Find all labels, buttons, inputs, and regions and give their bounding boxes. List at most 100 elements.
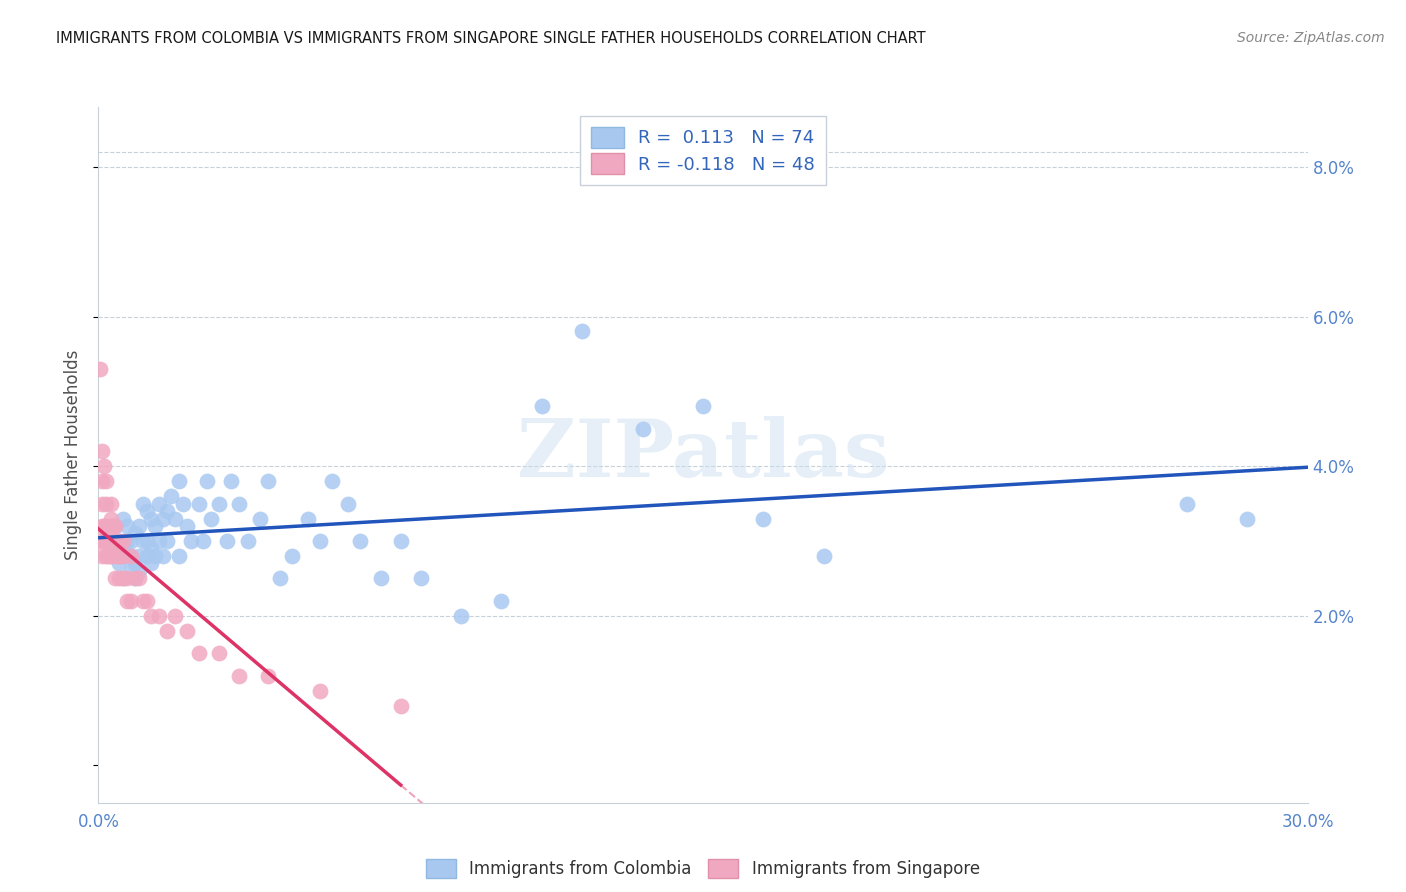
Point — [148, 533, 170, 548]
Point — [309, 533, 332, 548]
Point — [89, 362, 111, 376]
Point — [172, 497, 194, 511]
Point — [571, 325, 593, 339]
Point — [389, 533, 412, 548]
Point — [135, 594, 157, 608]
Point — [101, 533, 124, 548]
Point — [450, 608, 472, 623]
Point — [148, 497, 170, 511]
Point — [156, 504, 179, 518]
Point — [176, 624, 198, 638]
Point — [491, 594, 513, 608]
Text: ZIPatlas: ZIPatlas — [517, 416, 889, 494]
Point — [96, 549, 118, 563]
Point — [107, 549, 129, 563]
Point — [120, 549, 142, 563]
Point — [103, 533, 125, 548]
Point — [96, 519, 118, 533]
Point — [349, 533, 371, 548]
Point — [163, 608, 186, 623]
Point — [188, 646, 211, 660]
Point — [135, 533, 157, 548]
Point — [228, 497, 250, 511]
Point — [100, 511, 122, 525]
Point — [321, 474, 343, 488]
Point — [297, 511, 319, 525]
Point — [115, 519, 138, 533]
Point — [176, 519, 198, 533]
Point — [692, 399, 714, 413]
Point — [143, 549, 166, 563]
Point — [97, 549, 120, 563]
Point — [100, 497, 122, 511]
Point — [208, 646, 231, 660]
Point — [120, 594, 142, 608]
Point — [89, 533, 111, 548]
Point — [103, 549, 125, 563]
Point — [217, 533, 239, 548]
Point — [96, 497, 118, 511]
Point — [111, 511, 134, 525]
Point — [103, 533, 125, 548]
Point — [120, 533, 142, 548]
Point — [93, 459, 115, 474]
Point — [115, 549, 138, 563]
Point — [100, 519, 122, 533]
Point — [93, 519, 115, 533]
Point — [752, 511, 775, 525]
Point — [249, 511, 271, 525]
Point — [111, 533, 134, 548]
Point — [337, 497, 360, 511]
Point — [208, 497, 231, 511]
Point — [128, 564, 150, 578]
Point — [107, 549, 129, 563]
Point — [188, 497, 211, 511]
Point — [1175, 497, 1198, 511]
Point — [132, 497, 155, 511]
Point — [139, 608, 162, 623]
Point — [409, 571, 432, 585]
Point — [167, 474, 190, 488]
Point — [631, 422, 654, 436]
Point — [200, 511, 222, 525]
Point — [124, 557, 146, 571]
Text: IMMIGRANTS FROM COLOMBIA VS IMMIGRANTS FROM SINGAPORE SINGLE FATHER HOUSEHOLDS C: IMMIGRANTS FROM COLOMBIA VS IMMIGRANTS F… — [56, 31, 927, 46]
Point — [115, 571, 138, 585]
Point — [128, 571, 150, 585]
Y-axis label: Single Father Households: Single Father Households — [65, 350, 83, 560]
Point — [370, 571, 392, 585]
Point — [91, 474, 114, 488]
Point — [115, 533, 138, 548]
Text: Source: ZipAtlas.com: Source: ZipAtlas.com — [1237, 31, 1385, 45]
Point — [180, 533, 202, 548]
Point — [100, 549, 122, 563]
Point — [107, 533, 129, 548]
Point — [132, 533, 155, 548]
Point — [91, 497, 114, 511]
Point — [90, 549, 112, 563]
Point — [389, 698, 412, 713]
Point — [111, 549, 134, 563]
Point — [103, 519, 125, 533]
Point — [135, 504, 157, 518]
Point — [111, 549, 134, 563]
Point — [1236, 511, 1258, 525]
Point — [167, 549, 190, 563]
Point — [97, 533, 120, 548]
Point — [96, 474, 118, 488]
Point — [143, 519, 166, 533]
Point — [152, 549, 174, 563]
Point — [156, 624, 179, 638]
Point — [163, 511, 186, 525]
Point — [530, 399, 553, 413]
Point — [101, 519, 124, 533]
Point — [813, 549, 835, 563]
Point — [93, 533, 115, 548]
Point — [160, 489, 183, 503]
Point — [152, 511, 174, 525]
Point — [309, 683, 332, 698]
Point — [132, 594, 155, 608]
Point — [96, 533, 118, 548]
Point — [256, 668, 278, 682]
Point — [195, 474, 218, 488]
